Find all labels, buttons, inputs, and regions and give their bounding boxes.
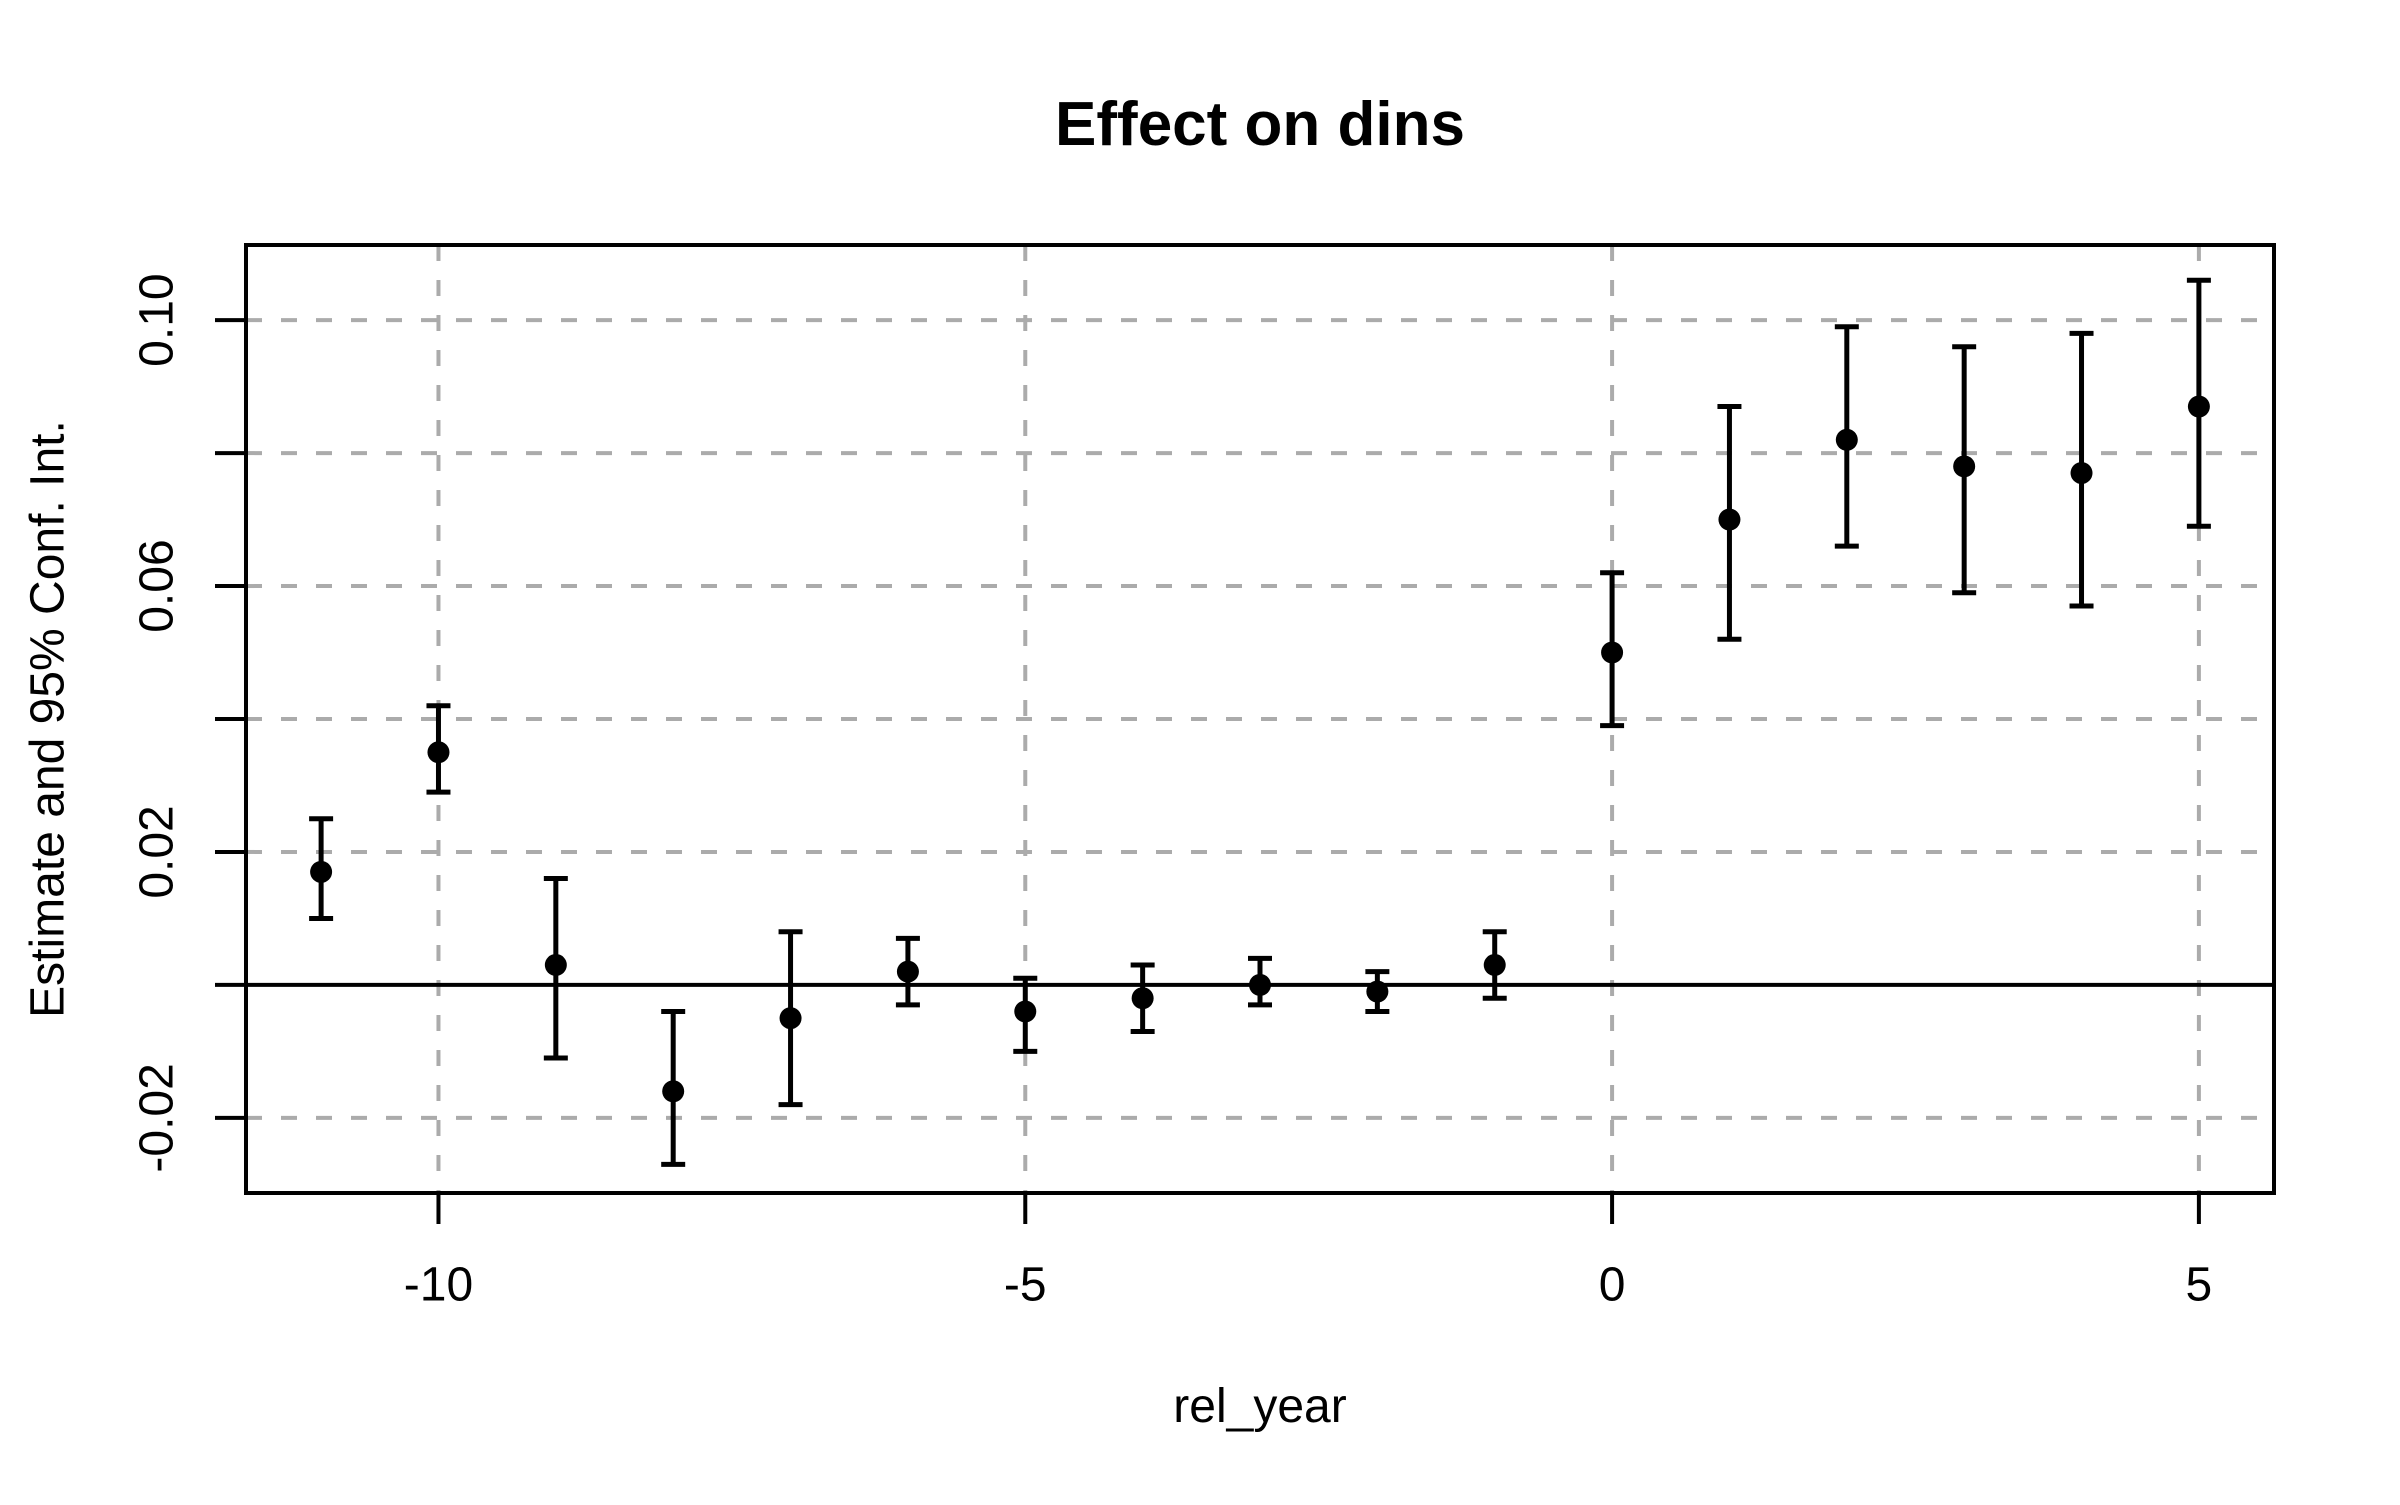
data-point	[1366, 980, 1389, 1003]
data-point	[1131, 987, 1154, 1010]
axis-layer: -10 -5 0 5 -0.02 0.02 0.06 0.10	[131, 273, 2213, 1311]
chart-title: Effect on dins	[1055, 90, 1465, 159]
data-point	[427, 741, 450, 764]
y-tick-label: 0.10	[131, 273, 184, 366]
data-point	[1014, 1000, 1037, 1023]
y-tick-label: 0.06	[131, 539, 184, 632]
data-point	[1718, 508, 1741, 531]
data-point	[2070, 462, 2093, 485]
data-point	[2187, 395, 2210, 418]
x-axis-title: rel_year	[1173, 1380, 1346, 1433]
x-tick-label: -5	[1004, 1259, 1047, 1312]
data-point	[896, 960, 919, 983]
x-tick-label: 5	[2186, 1259, 2213, 1312]
data-layer	[309, 277, 2211, 1167]
data-point	[779, 1007, 802, 1030]
data-point	[1483, 953, 1506, 976]
data-point	[1953, 455, 1976, 478]
data-point	[662, 1080, 685, 1103]
x-tick-label: -10	[404, 1259, 473, 1312]
data-point	[310, 860, 333, 883]
data-point	[1601, 641, 1624, 664]
data-point	[1249, 973, 1271, 996]
grid-layer	[246, 245, 2274, 1193]
x-tick-label: 0	[1599, 1259, 1626, 1312]
y-tick-label: 0.02	[131, 805, 184, 898]
data-point	[1835, 428, 1858, 451]
y-tick-label: -0.02	[131, 1063, 184, 1172]
y-axis-title: Estimate and 95% Conf. Int.	[22, 420, 75, 1018]
data-point	[544, 953, 567, 976]
